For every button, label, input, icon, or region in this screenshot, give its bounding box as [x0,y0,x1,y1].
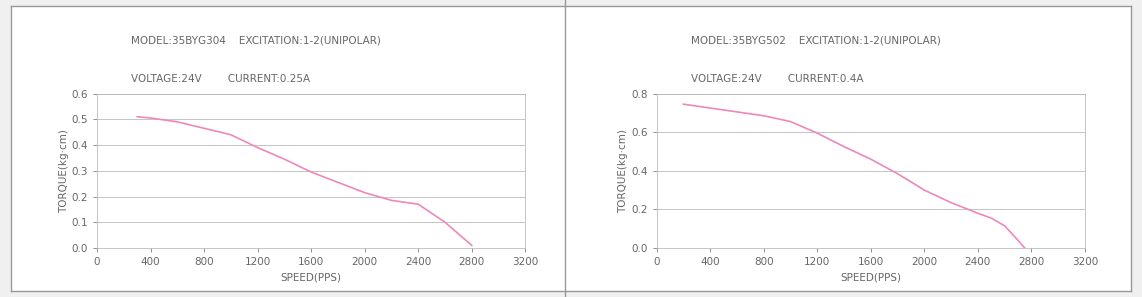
X-axis label: SPEED(PPS): SPEED(PPS) [281,273,341,282]
X-axis label: SPEED(PPS): SPEED(PPS) [841,273,901,282]
Text: VOLTAGE:24V        CURRENT:0.4A: VOLTAGE:24V CURRENT:0.4A [691,74,863,84]
Text: VOLTAGE:24V        CURRENT:0.25A: VOLTAGE:24V CURRENT:0.25A [131,74,311,84]
Y-axis label: TORQUE(kg·cm): TORQUE(kg·cm) [618,129,628,213]
Text: MODEL:35BYG502    EXCITATION:1-2(UNIPOLAR): MODEL:35BYG502 EXCITATION:1-2(UNIPOLAR) [691,36,941,46]
Text: MODEL:35BYG304    EXCITATION:1-2(UNIPOLAR): MODEL:35BYG304 EXCITATION:1-2(UNIPOLAR) [131,36,381,46]
Y-axis label: TORQUE(kg·cm): TORQUE(kg·cm) [58,129,69,213]
